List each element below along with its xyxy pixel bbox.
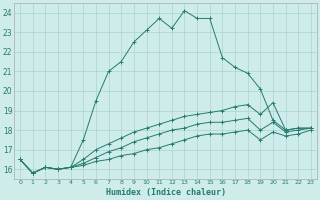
- X-axis label: Humidex (Indice chaleur): Humidex (Indice chaleur): [106, 188, 226, 197]
